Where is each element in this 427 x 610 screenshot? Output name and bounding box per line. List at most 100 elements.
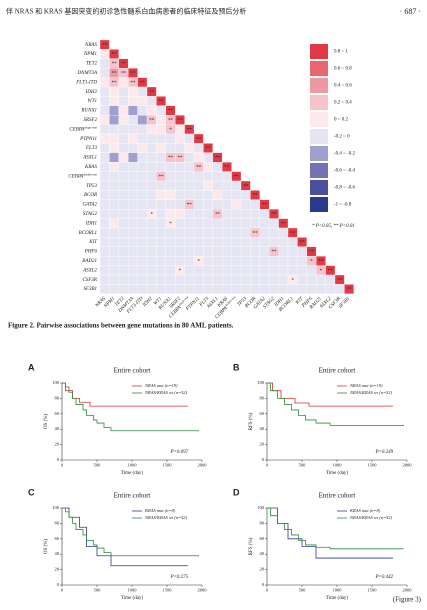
heatmap-cell bbox=[109, 274, 119, 285]
heatmap-cell bbox=[193, 227, 204, 238]
legend-swatch bbox=[310, 163, 328, 178]
heatmap-cell bbox=[146, 199, 157, 210]
x-tick-label: 500 bbox=[94, 588, 102, 593]
heatmap-cell bbox=[175, 124, 185, 135]
heatmap-cell bbox=[156, 162, 166, 172]
figure-label: (Figure 3) bbox=[393, 596, 422, 604]
heatmap-cell bbox=[212, 218, 223, 229]
heatmap-cell bbox=[269, 256, 279, 266]
panel-letter: D bbox=[233, 487, 240, 497]
heatmap-cell bbox=[259, 227, 270, 238]
heatmap-cell bbox=[212, 227, 223, 238]
heatmap-cell bbox=[203, 256, 213, 266]
heatmap-cell bbox=[109, 124, 119, 135]
panel-title: Entire cohort bbox=[114, 492, 151, 500]
heatmap-cell bbox=[184, 143, 195, 153]
heatmap-cell bbox=[297, 284, 307, 294]
significance-mark: ** bbox=[168, 119, 174, 124]
heatmap-cell bbox=[222, 180, 232, 191]
heatmap-cell bbox=[175, 218, 185, 229]
gene-label: IDH2 bbox=[85, 90, 98, 95]
x-tick-label: 1000 bbox=[128, 588, 138, 593]
gene-label: CEBPAsingle-mut bbox=[69, 125, 97, 132]
heatmap-cell bbox=[184, 190, 195, 200]
heatmap-cell bbox=[137, 218, 148, 229]
heatmap-cell bbox=[99, 49, 110, 59]
heatmap-cell bbox=[287, 284, 298, 294]
heatmap-cell bbox=[128, 256, 138, 266]
heatmap-cell bbox=[137, 237, 148, 247]
gene-label: WT1 bbox=[153, 296, 163, 306]
heatmap-cell bbox=[287, 265, 298, 276]
heatmap-cell bbox=[128, 162, 138, 172]
y-tick-label: 20 bbox=[260, 567, 265, 572]
panel-title: Entire cohort bbox=[319, 492, 356, 500]
heatmap-cell bbox=[269, 218, 279, 229]
significance-mark: ** bbox=[187, 203, 193, 208]
y-tick-label: 0 bbox=[262, 457, 265, 462]
x-tick-label: 1000 bbox=[128, 463, 138, 468]
heatmap-cell bbox=[175, 143, 185, 153]
heatmap-cell bbox=[240, 218, 251, 229]
legend-swatch bbox=[310, 44, 328, 59]
y-tick-label: 0 bbox=[262, 582, 265, 587]
heatmap-cell bbox=[128, 86, 138, 97]
heatmap-cell bbox=[146, 143, 157, 153]
legend-label: NRAS/KRAS wt (n=52) bbox=[349, 515, 393, 520]
significance-mark: ** bbox=[112, 53, 118, 58]
heatmap-cell bbox=[222, 284, 232, 294]
y-tick-label: 100 bbox=[257, 505, 265, 510]
heatmap-cell bbox=[287, 256, 298, 266]
heatmap-cell bbox=[250, 256, 260, 266]
y-tick-label: 20 bbox=[55, 442, 60, 447]
x-tick-label: 1500 bbox=[163, 588, 173, 593]
heatmap-cell bbox=[156, 190, 166, 200]
heatmap-cell bbox=[99, 68, 110, 78]
heatmap-cell bbox=[193, 190, 204, 200]
heatmap-cell bbox=[146, 265, 157, 276]
heatmap-cell bbox=[175, 274, 185, 285]
heatmap-cell bbox=[175, 256, 185, 266]
heatmap-cell bbox=[146, 246, 157, 257]
heatmap-cell bbox=[109, 96, 119, 106]
x-tick-label: 0 bbox=[266, 588, 269, 593]
heatmap-cell bbox=[156, 115, 166, 125]
gene-label: TP53 bbox=[86, 184, 97, 189]
heatmap-cell bbox=[175, 133, 185, 144]
legend-label: -1 ~ -0.8 bbox=[334, 203, 352, 208]
heatmap-cell bbox=[118, 237, 129, 247]
heatmap-cell bbox=[146, 237, 157, 247]
heatmap-cell bbox=[109, 227, 119, 238]
heatmap-cell bbox=[222, 237, 232, 247]
heatmap-cell bbox=[212, 199, 223, 210]
heatmap-cell bbox=[99, 237, 110, 247]
heatmap-cell bbox=[269, 237, 279, 247]
heatmap-cell bbox=[222, 246, 232, 257]
heatmap-cell bbox=[137, 133, 148, 144]
legend-label: KRAS mut (n=8) bbox=[144, 508, 176, 513]
p-value: P=0.097 bbox=[170, 450, 189, 455]
heatmap-cell bbox=[184, 171, 195, 182]
significance-mark: ** bbox=[290, 231, 296, 236]
legend-swatch bbox=[310, 78, 328, 93]
heatmap-cell bbox=[240, 265, 251, 276]
heatmap-cell bbox=[184, 152, 195, 163]
heatmap-cell bbox=[118, 180, 129, 191]
heatmap-cell bbox=[128, 124, 138, 135]
heatmap-cell bbox=[109, 209, 119, 219]
heatmap-cell bbox=[128, 284, 138, 294]
y-tick-label: 60 bbox=[55, 411, 60, 416]
heatmap-cell bbox=[109, 143, 119, 153]
significance-mark: ** bbox=[253, 194, 259, 199]
heatmap-cell bbox=[118, 143, 129, 153]
significance-mark: * bbox=[310, 260, 313, 265]
significance-mark: ** bbox=[253, 231, 259, 236]
heatmap-cell bbox=[184, 284, 195, 294]
heatmap-cell bbox=[109, 284, 119, 294]
heatmap-cell bbox=[118, 171, 129, 182]
heatmap-cell bbox=[137, 256, 148, 266]
heatmap-cell bbox=[137, 96, 148, 106]
heatmap-cell bbox=[118, 115, 129, 125]
heatmap-cell bbox=[184, 162, 195, 172]
heatmap-cell bbox=[137, 124, 148, 135]
